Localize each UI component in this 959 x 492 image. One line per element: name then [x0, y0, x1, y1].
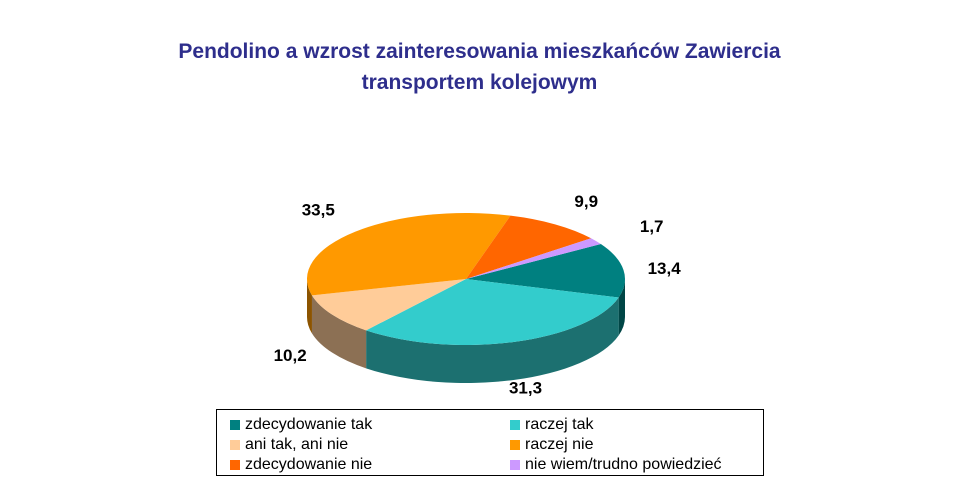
legend-label: zdecydowanie nie [245, 456, 373, 473]
data-label-3: 33,5 [302, 200, 335, 219]
pie-side-0 [618, 279, 625, 336]
chart-title-line-1: Pendolino a wzrost zainteresowania miesz… [178, 40, 781, 63]
data-label-5: 1,7 [640, 217, 664, 236]
legend-swatch [510, 420, 520, 430]
pie-slice-4 [466, 215, 592, 279]
pie-slice-1 [366, 279, 619, 345]
pie-slice-3 [306, 212, 511, 296]
legend-swatch [230, 420, 240, 430]
legend-swatch [230, 440, 240, 450]
pie-slice-2 [311, 279, 466, 331]
pie-side-1 [366, 297, 619, 383]
data-label-2: 10,2 [274, 346, 307, 365]
legend-label: zdecydowanie tak [245, 416, 373, 433]
legend-label: nie wiem/trudno powiedzieć [525, 456, 722, 473]
legend-label: ani tak, ani nie [245, 436, 349, 453]
legend-label: raczej tak [525, 416, 594, 433]
chart-title: Pendolino a wzrost zainteresowania miesz… [0, 36, 959, 98]
legend-swatch [230, 460, 240, 470]
legend-label: raczej nie [525, 436, 594, 453]
pie-side-3 [307, 279, 312, 334]
pie-slice-0 [466, 244, 625, 298]
data-label-0: 13,4 [648, 259, 682, 278]
chart-title-line-2: transportem kolejowym [361, 71, 598, 94]
legend: zdecydowanie tak raczej tak ani tak, ani n… [216, 409, 764, 476]
data-label-1: 31,3 [509, 379, 542, 398]
pie-slice-5 [466, 238, 601, 279]
legend-swatch [510, 440, 520, 450]
pie-side-walls [307, 279, 625, 383]
pie-side-2 [311, 295, 367, 369]
data-label-4: 9,9 [574, 192, 598, 211]
legend-swatch [510, 460, 520, 470]
